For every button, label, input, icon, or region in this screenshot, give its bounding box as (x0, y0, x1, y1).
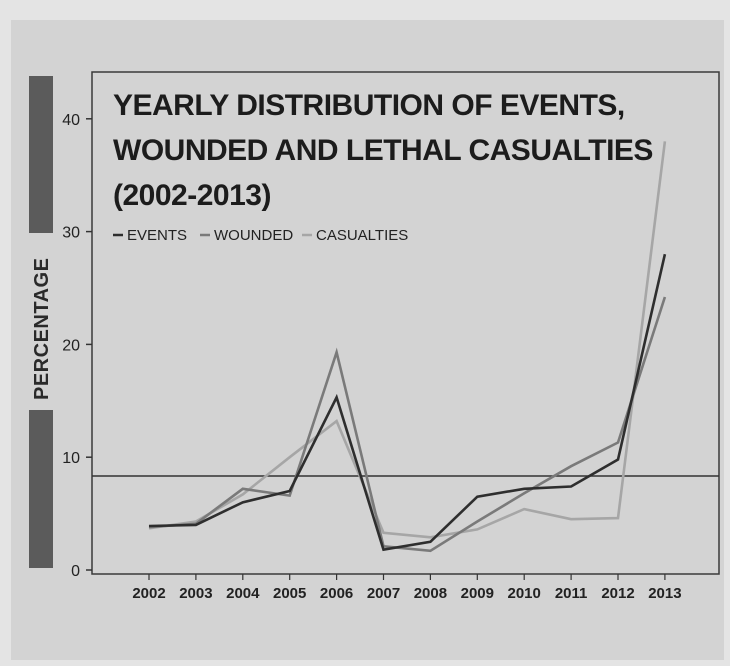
x-tick-label-2008: 2008 (414, 585, 447, 602)
x-tick-label-2003: 2003 (179, 585, 212, 602)
y-tick-label-20: 20 (62, 337, 80, 354)
x-tick-label-2010: 2010 (508, 585, 541, 602)
plot-frame (91, 71, 720, 575)
series-line-casualties (148, 141, 667, 539)
legend: EVENTS WOUNDED CASUALTIES (113, 227, 408, 244)
y-tick-label-30: 30 (62, 225, 80, 242)
title-line-2: WOUNDED AND LETHAL CASUALTIES (113, 134, 653, 167)
chart-panel (11, 20, 724, 660)
x-tick-label-2007: 2007 (367, 585, 400, 602)
chart-title: YEARLY DISTRIBUTION OF EVENTS, WOUNDED A… (113, 89, 653, 212)
title-line-3: (2002-2013) (113, 179, 271, 212)
x-tick-label-2009: 2009 (461, 585, 494, 602)
legend-label-events: EVENTS (127, 227, 187, 244)
legend-label-wounded: WOUNDED (214, 227, 293, 244)
x-tick-label-2011: 2011 (555, 585, 588, 602)
series-line-wounded (148, 296, 667, 553)
legend-label-casualties: CASUALTIES (316, 227, 408, 244)
title-line-1: YEARLY DISTRIBUTION OF EVENTS, (113, 89, 625, 122)
x-tick-label-2005: 2005 (273, 585, 306, 602)
series-lines (148, 141, 667, 553)
y-axis-ticks: 0 10 20 30 40 (62, 112, 92, 580)
y-tick-label-10: 10 (62, 450, 80, 467)
x-tick-label-2012: 2012 (601, 585, 634, 602)
x-tick-label-2002: 2002 (132, 585, 165, 602)
x-axis-ticks: 2002 2003 2004 2005 2006 2007 2008 2009 2010 2011… (132, 574, 682, 602)
y-axis-label: PERCENTAGE (31, 258, 53, 400)
x-tick-label-2004: 2004 (226, 585, 260, 602)
y-tick-label-0: 0 (71, 563, 80, 580)
x-tick-label-2013: 2013 (648, 585, 681, 602)
y-axis-label-bg (26, 233, 56, 410)
series-line-events (148, 253, 667, 552)
x-tick-label-2006: 2006 (320, 585, 353, 602)
y-axis-label-group: PERCENTAGE (26, 76, 56, 568)
y-tick-label-40: 40 (62, 112, 80, 129)
